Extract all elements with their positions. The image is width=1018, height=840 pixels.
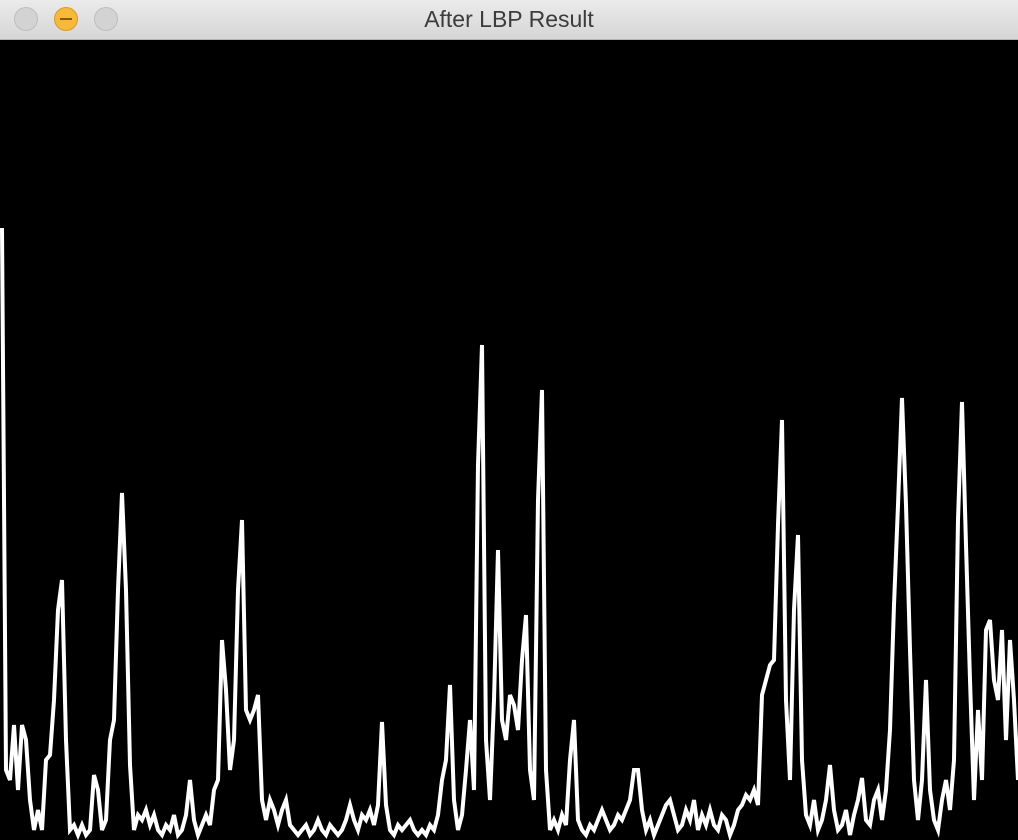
histogram-line	[0, 227, 1018, 840]
minimize-button[interactable]	[54, 7, 78, 31]
zoom-button[interactable]	[94, 7, 118, 31]
window-title: After LBP Result	[424, 6, 594, 32]
title-bar: After LBP Result	[0, 0, 1018, 40]
chart	[0, 40, 1018, 840]
close-button[interactable]	[14, 7, 38, 31]
minimize-glyph	[60, 18, 72, 20]
